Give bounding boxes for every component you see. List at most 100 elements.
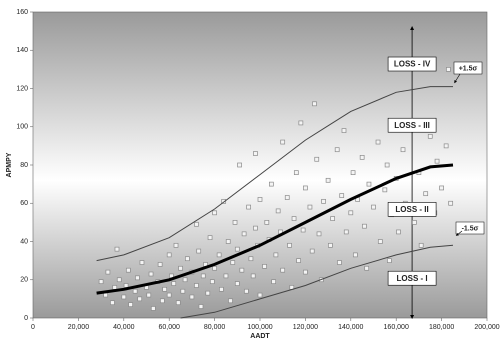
data-point — [166, 292, 172, 298]
data-point — [139, 260, 145, 265]
data-point — [162, 286, 168, 292]
x-tick-label: 140,000 — [338, 324, 363, 331]
data-point — [209, 279, 215, 285]
data-point — [105, 269, 111, 275]
sigma-box — [455, 221, 485, 235]
data-point — [248, 256, 254, 262]
x-tick-label: 0 — [31, 324, 35, 331]
data-point — [314, 156, 320, 162]
data-point — [296, 258, 301, 263]
data-point — [423, 191, 429, 197]
data-point — [439, 185, 444, 191]
y-tick-label: 80 — [20, 162, 28, 169]
data-point — [352, 252, 358, 258]
data-point — [298, 120, 304, 126]
data-point — [207, 235, 213, 241]
data-point — [114, 246, 120, 252]
data-point — [112, 285, 118, 290]
data-point — [312, 101, 317, 107]
data-point — [212, 265, 217, 271]
data-point — [157, 262, 163, 267]
data-point — [396, 229, 401, 235]
data-point — [178, 265, 183, 271]
data-point — [250, 273, 256, 279]
y-tick-label: 140 — [16, 47, 28, 54]
loss-label: LOSS - II — [395, 205, 428, 214]
data-point — [334, 147, 340, 153]
data-point — [309, 248, 315, 254]
y-tick-label: 0 — [24, 315, 28, 322]
data-point — [123, 283, 129, 288]
data-point — [98, 279, 104, 285]
data-point — [103, 292, 108, 298]
data-point — [116, 277, 122, 283]
data-point — [257, 197, 263, 202]
data-point — [371, 204, 376, 210]
sigma-box — [453, 61, 483, 75]
data-point — [316, 231, 322, 237]
data-point — [239, 267, 245, 273]
data-point — [348, 210, 354, 216]
data-point — [196, 248, 202, 254]
data-point — [382, 187, 388, 193]
y-tick-label: 60 — [20, 200, 28, 207]
data-point — [328, 242, 333, 248]
data-point — [293, 170, 299, 175]
data-point — [212, 210, 217, 216]
curve — [180, 244, 454, 319]
x-tick-label: 120,000 — [293, 324, 318, 331]
data-point — [362, 223, 367, 229]
data-point — [253, 151, 258, 156]
data-point — [194, 221, 199, 227]
data-point — [273, 252, 279, 258]
data-point — [121, 294, 127, 300]
data-point — [225, 239, 231, 244]
x-tick-label: 40,000 — [113, 324, 135, 331]
data-point — [175, 300, 181, 306]
data-point — [262, 264, 267, 269]
loss-label: LOSS - III — [394, 121, 430, 130]
data-point — [291, 216, 297, 221]
data-point — [234, 246, 240, 252]
data-point — [148, 271, 154, 277]
curve — [96, 86, 453, 262]
loss-label: LOSS - IV — [394, 60, 431, 69]
data-point — [234, 281, 240, 286]
y-tick-label: 160 — [16, 9, 28, 16]
data-point — [185, 256, 190, 262]
data-point — [341, 128, 347, 133]
data-point — [189, 294, 195, 300]
data-point — [237, 162, 242, 168]
y-tick-label: 20 — [20, 277, 28, 284]
y-tick-label: 100 — [16, 124, 28, 131]
data-point — [343, 229, 349, 235]
x-tick-label: 100,000 — [247, 324, 272, 331]
data-point — [330, 216, 335, 221]
data-point — [150, 306, 156, 311]
data-point — [448, 200, 454, 206]
data-point — [284, 195, 290, 200]
data-point — [287, 242, 292, 248]
loss-box — [387, 270, 437, 286]
data-point — [303, 185, 308, 191]
data-point — [339, 193, 345, 198]
data-point — [418, 242, 424, 248]
x-tick-label: 200,000 — [474, 324, 499, 331]
data-point — [241, 231, 247, 237]
data-point — [232, 220, 238, 225]
data-point — [307, 204, 313, 210]
x-tick-label: 180,000 — [429, 324, 454, 331]
data-point — [110, 300, 115, 306]
data-point — [194, 283, 199, 288]
sigma-pointer — [454, 73, 461, 84]
data-point — [125, 267, 131, 273]
data-point — [275, 208, 281, 214]
data-point — [443, 143, 449, 149]
data-point — [300, 227, 306, 233]
data-point — [427, 133, 433, 139]
data-point — [132, 288, 138, 294]
x-tick-label: 160,000 — [384, 324, 409, 331]
data-point — [366, 181, 372, 187]
data-point — [269, 181, 274, 187]
